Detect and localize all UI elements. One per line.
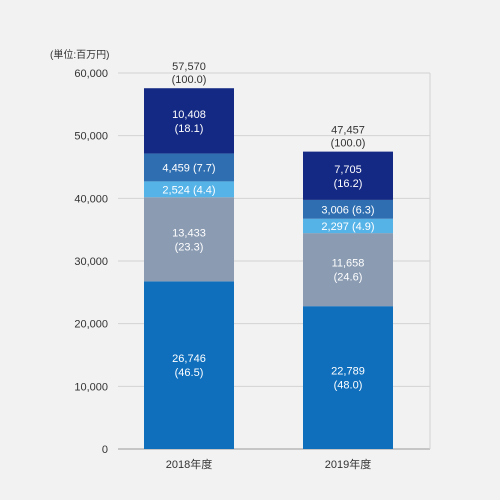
segment-data-label: 2,524 (4.4) (162, 184, 215, 196)
y-tick-label: 50,000 (74, 131, 108, 143)
bar-segment (144, 153, 234, 182)
segment-data-label: (16.2) (334, 178, 363, 190)
total-percent-label: (100.0) (172, 74, 207, 86)
bar-segment (303, 306, 393, 449)
y-tick-label: 10,000 (74, 381, 108, 393)
bar-segment (144, 281, 234, 449)
bar-segment (303, 233, 393, 307)
segment-data-label: 13,433 (172, 227, 206, 239)
segment-data-label: (24.6) (334, 272, 363, 284)
bar-segment (303, 218, 393, 234)
segment-data-label: 10,408 (172, 109, 206, 121)
y-tick-label: 40,000 (74, 193, 108, 205)
bars (144, 88, 393, 449)
total-label: 47,457 (331, 125, 365, 137)
bar-segment (303, 151, 393, 200)
total-label: 57,570 (172, 61, 206, 73)
unit-label: (単位:百万円) (50, 48, 109, 61)
segment-data-label: 7,705 (334, 164, 362, 176)
segment-data-label: (46.5) (175, 367, 204, 379)
x-category-label: 2019年度 (325, 457, 371, 471)
y-tick-label: 20,000 (74, 319, 108, 331)
segment-data-label: 4,459 (7.7) (162, 162, 215, 174)
x-category-label: 2018年度 (166, 457, 212, 471)
bar-segment (303, 199, 393, 219)
bar-segment (144, 88, 234, 154)
y-tick-label: 30,000 (74, 256, 108, 268)
y-tick-label: 60,000 (74, 68, 108, 80)
y-tick-label: 0 (102, 444, 108, 456)
segment-data-label: 2,297 (4.9) (321, 221, 374, 233)
segment-data-label: (23.3) (175, 241, 204, 253)
segment-data-label: 3,006 (6.3) (321, 204, 374, 216)
bar-segment (144, 181, 234, 198)
segment-data-label: 26,746 (172, 353, 206, 365)
data-labels: 26,746 (46.5) 13,433 (23.3) 2,524 (4.4) 4,459… (162, 61, 374, 391)
segment-data-label: 11,658 (332, 258, 365, 270)
segment-data-label: (18.1) (175, 123, 204, 135)
y-axis: 0 10,000 20,000 30,000 40,000 50,000 60,000 201… (74, 68, 371, 471)
total-percent-label: (100.0) (331, 138, 366, 150)
bar-segment (144, 197, 234, 282)
segment-data-label: (48.0) (334, 380, 363, 392)
segment-data-label: 22,789 (331, 366, 365, 378)
